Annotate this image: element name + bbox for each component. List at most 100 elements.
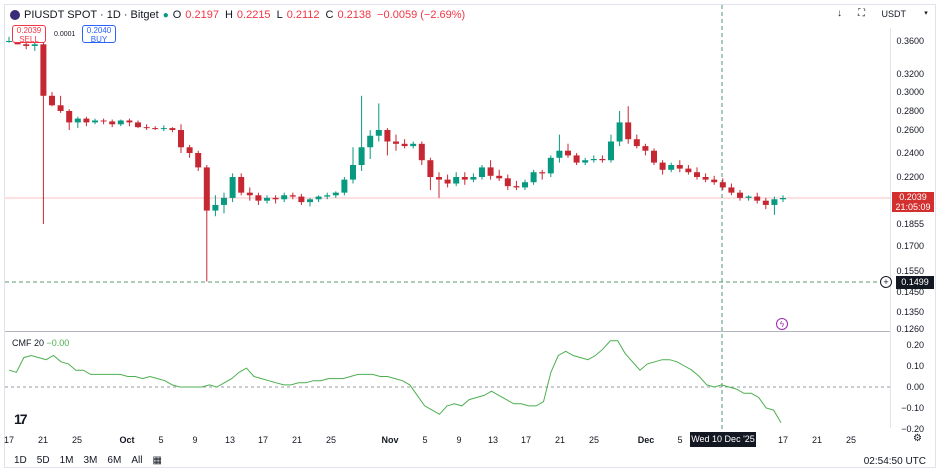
range-6m[interactable]: 6M [107, 455, 122, 466]
time-axis-label: 17 [520, 435, 532, 445]
cmf-line [8, 340, 782, 423]
candle-body [272, 197, 279, 200]
candle-body [126, 120, 133, 123]
candle-body [616, 122, 623, 142]
candle-body [590, 159, 597, 161]
candle-body [281, 195, 288, 200]
candle-body [745, 196, 752, 198]
time-axis-label: Dec [637, 435, 655, 445]
calendar-icon[interactable]: ▦ [152, 455, 162, 466]
countdown: 21:05:09 [895, 202, 931, 212]
candle-body [143, 127, 150, 129]
time-axis-label: 25 [588, 435, 600, 445]
range-3m[interactable]: 3M [83, 455, 98, 466]
currency-select[interactable]: USDT [881, 9, 907, 19]
buy-label: BUY [90, 34, 108, 44]
candle-body [728, 187, 735, 193]
cmf-title[interactable]: CMF 20 [12, 338, 45, 348]
sell-label: SELL [19, 34, 39, 44]
low-value: 0.2112 [286, 9, 320, 21]
time-axis-label: 17 [257, 435, 269, 445]
candle-body [659, 162, 666, 170]
tradingview-logo-icon[interactable]: 17 [14, 411, 28, 427]
fullscreen-icon[interactable]: ⛶ [858, 8, 865, 19]
candle-body [711, 179, 718, 183]
candle-body [152, 128, 159, 130]
crosshair-price-tag: 0.1499 [896, 276, 934, 289]
candle-body [651, 150, 657, 163]
price-axis-label: 0.3200 [896, 69, 924, 79]
candle-body [573, 155, 580, 163]
time-axis-label: 5 [677, 435, 683, 445]
candle-body [367, 135, 374, 148]
candle-body [410, 143, 417, 147]
cmf-legend: CMF 20 −0.00 [12, 338, 69, 348]
buy-button[interactable]: 0.2040 BUY [82, 25, 116, 43]
time-axis-label: Nov [381, 435, 399, 445]
candle-body [556, 150, 563, 158]
time-axis-label: Oct [119, 435, 135, 445]
candle-body [341, 179, 348, 193]
market-status-dot-icon: ● [162, 9, 169, 21]
candle-body [582, 160, 589, 163]
buy-price: 0.2040 [86, 26, 112, 35]
candle-body [307, 199, 313, 203]
price-axis-label: 0.3000 [896, 87, 924, 97]
candle-body [324, 195, 331, 197]
candle-body [40, 44, 47, 96]
candle-body [762, 200, 769, 205]
price-axis-label: 0.1855 [896, 219, 924, 229]
candle-body [358, 147, 365, 165]
candle-body [195, 153, 202, 168]
candle-body [238, 177, 245, 193]
candle-body [522, 182, 528, 188]
range-5d[interactable]: 5D [36, 455, 50, 466]
candle-body [298, 196, 305, 203]
candle-body [771, 199, 778, 205]
candle-body [6, 41, 12, 42]
symbol-legend: PIUSDT SPOT · 1D · Bitget ● O 0.2197 H 0.2… [10, 9, 467, 21]
chevron-down-icon[interactable]: ▾ [924, 10, 928, 17]
time-axis-label: 5 [422, 435, 428, 445]
candle-body [109, 121, 116, 125]
time-axis-label: 25 [325, 435, 337, 445]
candle-body [92, 120, 98, 123]
candle-body [117, 120, 124, 125]
candle-body [676, 165, 683, 169]
gear-icon[interactable]: ⚙ [913, 433, 922, 444]
lightning-icon[interactable]: ϟ [776, 318, 788, 330]
candle-body [427, 160, 434, 177]
price-axis-label: 0.2200 [896, 172, 924, 182]
price-axis-separator [890, 28, 891, 428]
candle-body [23, 44, 30, 46]
sell-button[interactable]: 0.2039 SELL [12, 25, 46, 43]
candle-body [539, 172, 546, 174]
candle-body [780, 198, 786, 200]
price-axis-label: 0.1260 [896, 324, 924, 334]
range-1m[interactable]: 1M [59, 455, 74, 466]
add-alert-plus-icon[interactable]: + [880, 276, 892, 288]
time-axis-label: 25 [71, 435, 83, 445]
time-axis-label: 9 [456, 435, 462, 445]
symbol-icon [10, 10, 20, 20]
candle-body [479, 167, 485, 177]
time-axis-label: 9 [192, 435, 198, 445]
range-1d[interactable]: 1D [14, 455, 27, 466]
sell-price: 0.2039 [16, 26, 42, 35]
price-axis-label: 0.2400 [896, 148, 924, 158]
symbol-title[interactable]: PIUSDT SPOT · 1D · Bitget [24, 9, 159, 21]
range-all[interactable]: All [131, 455, 143, 466]
download-icon[interactable]: ↓ [837, 8, 842, 19]
candle-body [633, 139, 640, 147]
candle-body [418, 143, 425, 161]
time-axis-label: 13 [224, 435, 236, 445]
candle-body [719, 182, 726, 188]
candle-body [289, 195, 296, 197]
range-bar: 1D 5D 1M 3M 6M All ▦ [14, 455, 162, 466]
candle-body [694, 172, 700, 177]
candle-body [470, 177, 477, 180]
spread-value: 0.0001 [54, 31, 76, 38]
pane-separator[interactable] [5, 331, 890, 332]
candle-body [401, 143, 408, 147]
